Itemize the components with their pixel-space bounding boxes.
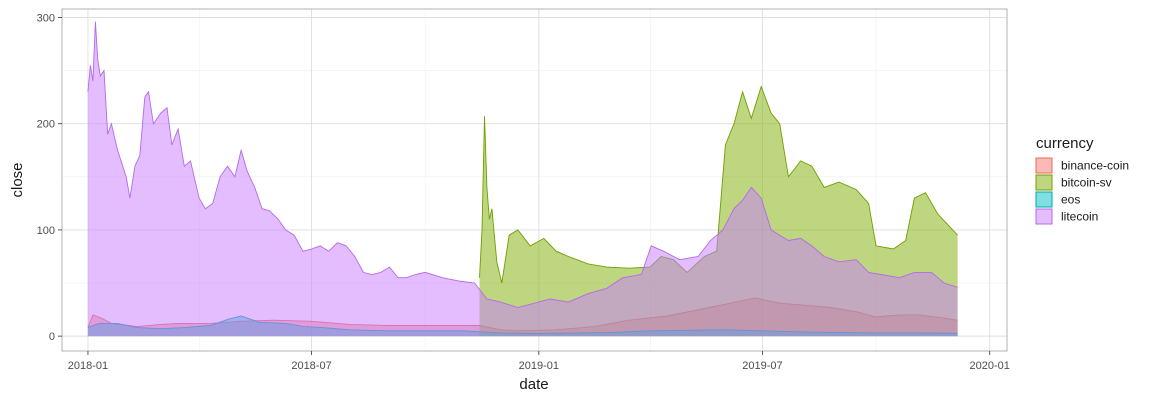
- y-axis: 0 100 200 300: [37, 12, 62, 343]
- y-tick-label: 200: [37, 119, 55, 131]
- legend-item-bitcoin-sv: bitcoin-sv: [1035, 174, 1112, 191]
- x-tick-label: 2018-07: [291, 360, 331, 372]
- x-tick-label: 2019-01: [519, 360, 559, 372]
- area-layer: [87, 21, 958, 337]
- legend-items: binance-coin bitcoin-sv eos litecoin: [1035, 157, 1129, 225]
- y-tick-label: 300: [37, 12, 55, 24]
- line-litecoin: [87, 21, 958, 308]
- y-tick-label: 0: [49, 331, 55, 343]
- plot-panel: [61, 8, 1008, 352]
- legend-key-eos: [1035, 191, 1053, 208]
- legend-title: currency: [1036, 135, 1094, 152]
- x-axis: 2018-01 2018-07 2019-01 2019-07 2020-01: [68, 351, 1010, 372]
- y-axis-title: close: [9, 162, 26, 197]
- legend-label-bitcoin-sv: bitcoin-sv: [1061, 176, 1112, 190]
- legend-label-binance-coin: binance-coin: [1061, 159, 1129, 173]
- x-tick-label: 2020-01: [970, 360, 1010, 372]
- legend-key-litecoin: [1035, 208, 1053, 225]
- legend-item-eos: eos: [1035, 191, 1080, 208]
- legend-label-litecoin: litecoin: [1061, 210, 1098, 224]
- x-tick-label: 2019-07: [742, 360, 782, 372]
- legend-label-eos: eos: [1061, 193, 1080, 207]
- legend: currency binance-coin bitcoin-sv eos liteco…: [1035, 135, 1129, 225]
- legend-item-litecoin: litecoin: [1035, 208, 1098, 225]
- legend-key-bitcoin-sv: [1035, 174, 1053, 191]
- area-litecoin: [87, 21, 958, 337]
- x-tick-label: 2018-01: [68, 360, 108, 372]
- y-tick-label: 100: [37, 225, 55, 237]
- x-axis-title: date: [519, 376, 548, 393]
- legend-item-binance-coin: binance-coin: [1035, 157, 1129, 174]
- legend-key-binance-coin: [1035, 157, 1053, 174]
- panel-border: [61, 8, 1008, 352]
